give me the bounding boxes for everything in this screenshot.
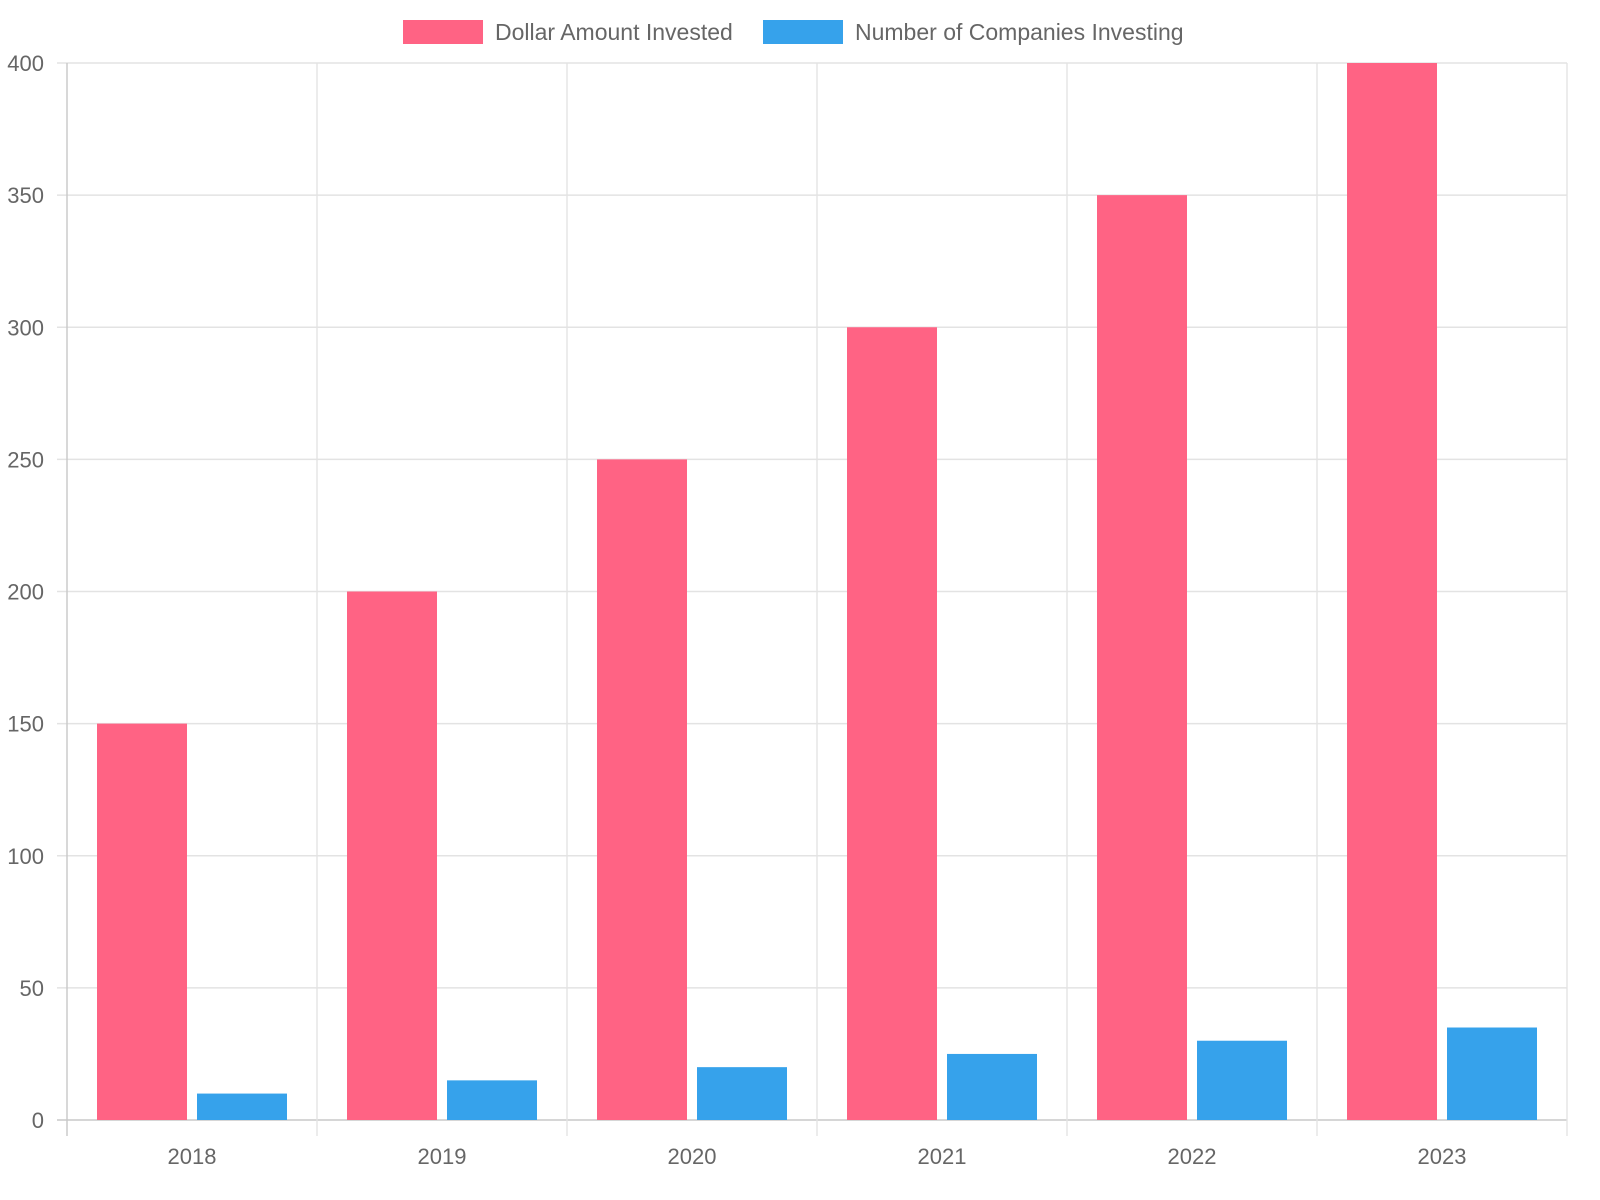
y-tick-label: 200 — [7, 580, 44, 605]
bar-company-count[interactable] — [1447, 1027, 1537, 1120]
x-tick-label: 2019 — [418, 1144, 467, 1169]
legend-label: Dollar Amount Invested — [495, 19, 733, 45]
legend-label: Number of Companies Investing — [855, 19, 1184, 45]
legend-swatch — [403, 20, 483, 44]
bar-company-count[interactable] — [1197, 1040, 1287, 1120]
x-tick-label: 2018 — [168, 1144, 217, 1169]
bar-company-count[interactable] — [197, 1093, 287, 1120]
y-tick-label: 350 — [7, 183, 44, 208]
bar-dollar-amount[interactable] — [597, 459, 687, 1120]
bar-dollar-amount[interactable] — [347, 591, 437, 1121]
bar-dollar-amount[interactable] — [1347, 63, 1437, 1120]
y-tick-label: 150 — [7, 712, 44, 737]
bar-dollar-amount[interactable] — [847, 327, 937, 1120]
x-tick-label: 2023 — [1418, 1144, 1467, 1169]
bars — [97, 63, 1537, 1120]
x-tick-label: 2020 — [668, 1144, 717, 1169]
y-tick-label: 400 — [7, 51, 44, 76]
legend[interactable]: Dollar Amount Invested Number of Companie… — [403, 19, 1184, 45]
bar-company-count[interactable] — [947, 1053, 1037, 1120]
bar-dollar-amount[interactable] — [97, 723, 187, 1120]
x-tick-label: 2022 — [1168, 1144, 1217, 1169]
legend-item-dollar-amount[interactable]: Dollar Amount Invested — [403, 19, 733, 45]
grid — [57, 62, 1568, 1136]
y-tick-label: 250 — [7, 447, 44, 472]
bar-dollar-amount[interactable] — [1097, 195, 1187, 1120]
x-tick-label: 2021 — [918, 1144, 967, 1169]
legend-swatch — [763, 20, 843, 44]
y-tick-label: 100 — [7, 844, 44, 869]
bar-company-count[interactable] — [697, 1067, 787, 1120]
y-tick-label: 300 — [7, 315, 44, 340]
legend-item-company-count[interactable]: Number of Companies Investing — [763, 19, 1184, 45]
axes: 0 50 100 150 200 250 300 350 400 2018 2019 2020 2021… — [7, 51, 1466, 1169]
y-tick-label: 50 — [20, 976, 44, 1001]
y-tick-label: 0 — [32, 1108, 44, 1133]
bar-company-count[interactable] — [447, 1080, 537, 1120]
